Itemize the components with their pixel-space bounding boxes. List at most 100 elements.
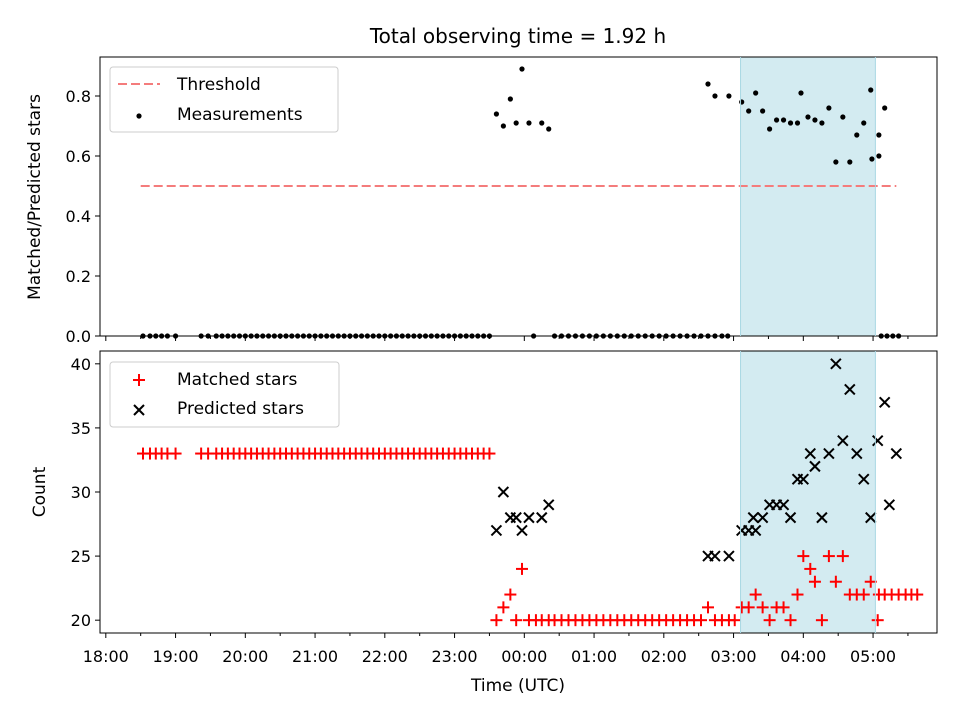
matched-star-point [777,601,790,614]
y-tick-label: 40 [71,355,91,374]
predicted-star-point [510,511,522,524]
figure-title: Total observing time = 1.92 h [369,24,666,48]
matched-star-point [728,614,741,627]
predicted-star-point [490,524,503,537]
predicted-star-point [851,447,863,460]
predicted-star-point [784,511,797,524]
x-tick-label: 04:00 [780,647,826,666]
measurement-point [507,96,513,102]
count-panel: 20 25 30 35 40 18:00 19:00 20:00 21:00 22:00 23:0… [30,350,938,696]
matched-star-point [483,447,496,460]
predicted-star-point [709,550,721,562]
measurement-point [847,159,853,165]
matched-star-point [791,588,804,601]
matched-star-point [497,601,510,614]
matched-star-point [763,614,776,627]
x-tick-label: 03:00 [711,647,757,666]
predicted-star-point [543,499,555,511]
legend-matched-swatch [133,374,145,386]
measurement-point [739,99,745,105]
predicted-star-point [804,447,816,460]
matched-star-point [701,601,714,614]
measurement-point [833,159,839,165]
y-tick-label: 0.0 [66,327,91,346]
x-tick-label: 02:00 [641,647,687,666]
count-legend-box [109,361,340,428]
measurement-point [780,117,787,123]
count-legend: Matched stars Predicted stars [109,361,340,428]
y-tick-label: 30 [71,483,91,502]
matched-star-point [864,575,877,588]
ratio-legend: Threshold Measurements [109,66,339,133]
predicted-star-point [747,511,760,524]
measurement-point [767,126,773,132]
measurement-point [861,120,867,126]
measurement-point [773,117,780,123]
predicted-star-point [809,460,821,473]
matched-star-point [510,614,523,627]
measurement-point [519,66,525,72]
count-points [137,358,924,627]
x-tick-label: 21:00 [292,647,338,666]
matched-star-point [490,614,503,627]
ratio-axes-frame [99,56,938,337]
predicted-star-point [497,486,510,498]
predicted-star-point [837,435,849,447]
matched-star-point [857,588,870,601]
matched-star-point [829,575,842,588]
measurement-point [513,120,519,126]
ratio-x-ticks [105,336,909,341]
measurement-point [868,87,874,93]
measurement-point [826,105,832,111]
measurement-point [876,132,882,138]
matched-star-point [756,601,769,614]
predicted-star-point [844,383,856,396]
predicted-star-point [830,358,842,370]
measurement-point [787,120,794,126]
measurement-point [805,114,811,120]
matched-star-point [169,447,182,460]
measurement-point [712,93,718,99]
predicted-star-point [777,499,790,511]
legend-predicted-label: Predicted stars [177,399,304,419]
predicted-star-point [797,473,810,485]
ratio-legend-box [109,66,339,133]
measurement-point [794,120,801,126]
measurement-point [819,120,825,126]
measurement-point [882,105,888,111]
measurement-point [705,81,711,87]
y-tick-label: 0.2 [66,267,91,286]
measurement-point [500,123,506,129]
predicted-star-point [816,511,828,524]
count-y-axis-label: Count [30,466,50,517]
measurement-point [876,153,882,159]
predicted-star-point [878,396,891,408]
measurement-point [546,126,552,132]
y-tick-label: 0.6 [66,147,91,166]
legend-threshold-label: Threshold [176,75,261,95]
legend-measurements-label: Measurements [177,105,303,125]
predicted-star-point [756,511,769,524]
legend-matched-label: Matched stars [177,370,297,390]
y-tick-label: 0.8 [66,87,91,106]
matched-star-point [797,550,810,563]
x-tick-label: 00:00 [501,647,547,666]
matched-star-point [871,614,884,627]
predicted-star-point [890,447,903,460]
measurement-point [493,111,500,117]
matched-star-point [911,588,924,601]
matched-star-point [822,550,835,563]
measurement-point [798,90,804,96]
matched-star-point [784,614,797,627]
legend-measurements-swatch [136,113,142,119]
y-tick-label: 0.4 [66,207,91,226]
matched-star-point [742,601,755,614]
x-tick-label: 18:00 [83,647,129,666]
legend-predicted-swatch [133,404,145,416]
measurement-point [526,120,532,126]
matched-star-point [504,588,517,601]
x-tick-label: 01:00 [571,647,617,666]
y-tick-label: 35 [71,419,91,438]
predicted-star-point [883,499,896,511]
